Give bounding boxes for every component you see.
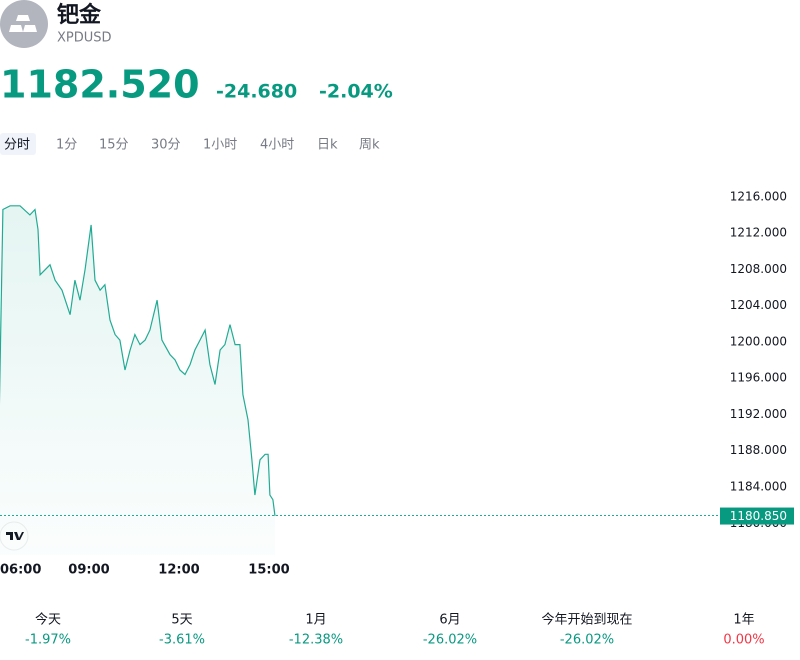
x-tick-label: 06:00 bbox=[0, 563, 41, 578]
logo bbox=[0, 0, 48, 48]
period-value: -26.02% bbox=[423, 633, 477, 648]
y-tick-label: 1200.000 bbox=[730, 334, 787, 348]
tab[interactable]: 1分 bbox=[56, 138, 77, 153]
period-value: -12.38% bbox=[289, 633, 343, 648]
symbol: XPDUSD bbox=[57, 31, 112, 46]
y-tick-label: 1188.000 bbox=[730, 443, 787, 457]
y-tick-label: 1216.000 bbox=[730, 189, 787, 203]
y-tick-label: 1196.000 bbox=[730, 371, 787, 385]
change: -24.680 bbox=[216, 81, 297, 103]
x-tick-label: 12:00 bbox=[158, 563, 199, 578]
period-label: 1年 bbox=[733, 613, 754, 628]
period-label: 1月 bbox=[305, 613, 326, 628]
tab[interactable]: 30分 bbox=[151, 138, 181, 153]
last-price-label: 1180.850 bbox=[730, 509, 787, 523]
price-line bbox=[0, 205, 276, 517]
period-value: -1.97% bbox=[25, 633, 71, 648]
y-tick-label: 1208.000 bbox=[730, 262, 787, 276]
period-value: -26.02% bbox=[560, 633, 614, 648]
period-label: 5天 bbox=[171, 613, 192, 628]
y-tick-label: 1184.000 bbox=[730, 479, 787, 493]
period-label: 今天 bbox=[35, 612, 61, 628]
tab[interactable]: 15分 bbox=[99, 138, 129, 153]
period-label: 今年开始到现在 bbox=[541, 612, 632, 628]
change-percent: -2.04% bbox=[319, 81, 393, 103]
tab[interactable]: 分时 bbox=[4, 138, 30, 153]
tab[interactable]: 4小时 bbox=[260, 138, 294, 153]
tab[interactable]: 1小时 bbox=[203, 138, 237, 153]
y-tick-label: 1212.000 bbox=[730, 226, 787, 240]
period-value: 0.00% bbox=[723, 633, 764, 648]
logo-icon bbox=[9, 15, 37, 32]
price: 1182.520 bbox=[0, 63, 200, 107]
period-label: 6月 bbox=[439, 613, 460, 628]
tab[interactable]: 日k bbox=[317, 138, 338, 153]
area-fill bbox=[0, 205, 275, 555]
period-value: -3.61% bbox=[159, 633, 205, 648]
y-tick-label: 1192.000 bbox=[730, 407, 787, 421]
tab-selected-bg bbox=[0, 133, 36, 155]
name: 钯金 bbox=[57, 2, 102, 28]
tab[interactable]: 周k bbox=[359, 138, 380, 153]
y-tick-label: 1204.000 bbox=[730, 298, 787, 312]
last-price-bg bbox=[720, 507, 794, 525]
x-tick-label: 15:00 bbox=[248, 563, 289, 578]
x-tick-label: 09:00 bbox=[68, 563, 109, 578]
